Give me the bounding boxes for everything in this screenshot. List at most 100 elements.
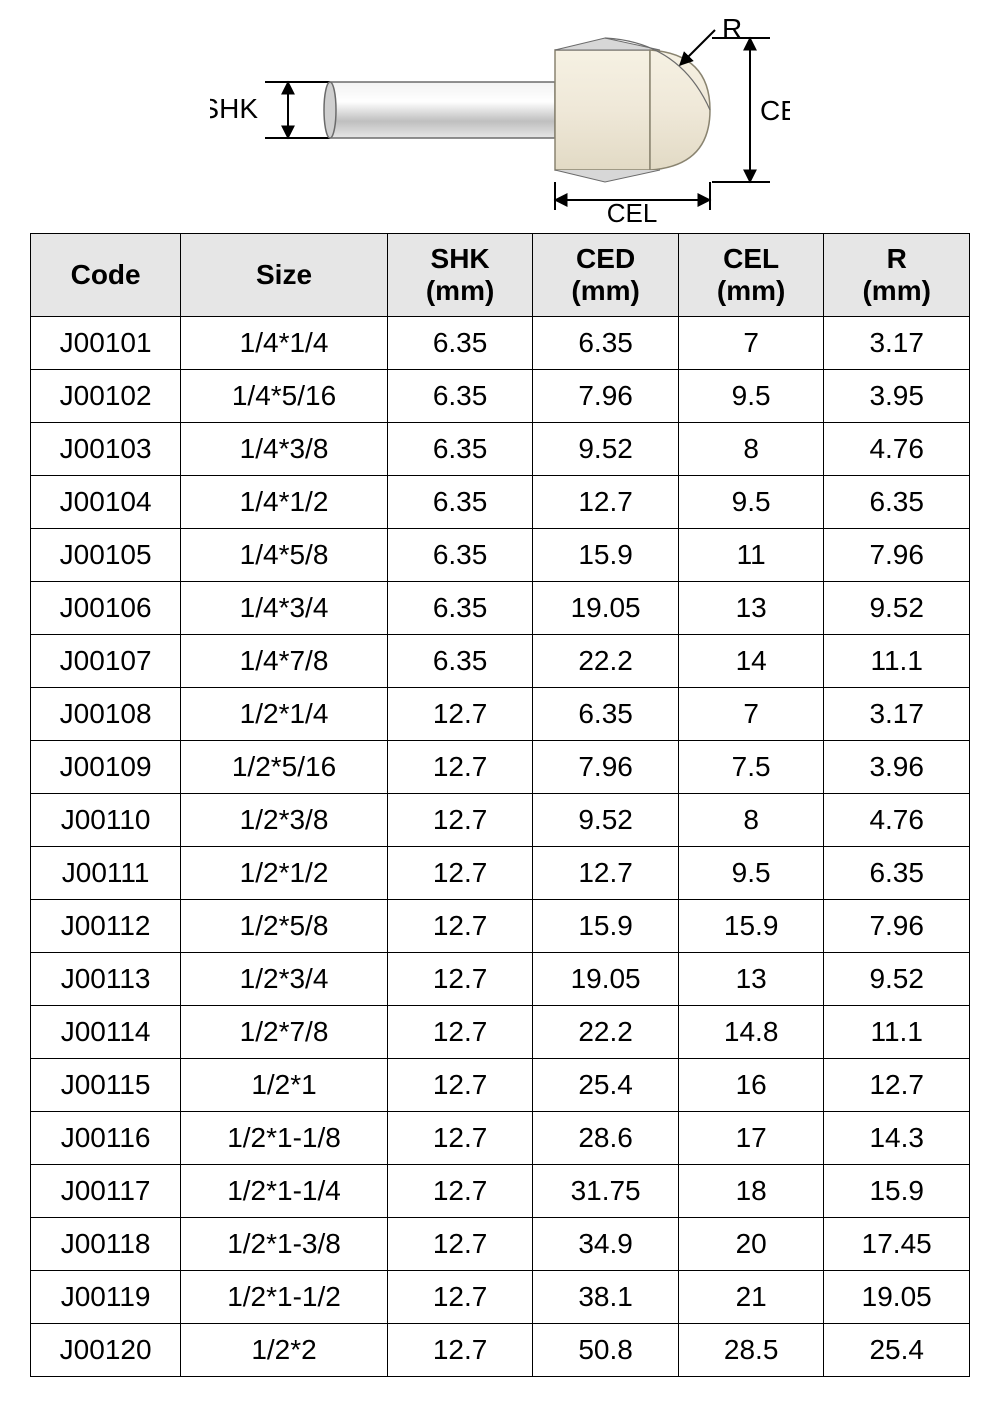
table-row: J001151/2*112.725.41612.7 bbox=[31, 1059, 970, 1112]
table-row: J001111/2*1/212.712.79.56.35 bbox=[31, 847, 970, 900]
cell: 15.9 bbox=[533, 529, 679, 582]
col-header-ced: CED(mm) bbox=[533, 234, 679, 317]
cell: 15.9 bbox=[533, 900, 679, 953]
cell: 12.7 bbox=[387, 847, 533, 900]
cell: 17 bbox=[678, 1112, 824, 1165]
cell: 4.76 bbox=[824, 423, 970, 476]
cell: 12.7 bbox=[387, 1324, 533, 1377]
shk-label: SHK bbox=[210, 93, 258, 124]
table-row: J001131/2*3/412.719.05139.52 bbox=[31, 953, 970, 1006]
cell: 12.7 bbox=[387, 741, 533, 794]
cell: 20 bbox=[678, 1218, 824, 1271]
cell: 12.7 bbox=[387, 1271, 533, 1324]
cell: J00118 bbox=[31, 1218, 181, 1271]
cell: J00104 bbox=[31, 476, 181, 529]
cell: 6.35 bbox=[387, 635, 533, 688]
table-row: J001201/2*212.750.828.525.4 bbox=[31, 1324, 970, 1377]
cell: 7.96 bbox=[824, 529, 970, 582]
cell: 19.05 bbox=[533, 582, 679, 635]
cell: 1/2*2 bbox=[181, 1324, 388, 1377]
cell: 16 bbox=[678, 1059, 824, 1112]
shk-dimension: SHK bbox=[210, 82, 330, 138]
cell: 4.76 bbox=[824, 794, 970, 847]
cell: 1/2*1-1/8 bbox=[181, 1112, 388, 1165]
cell: 12.7 bbox=[533, 476, 679, 529]
cell: 7 bbox=[678, 688, 824, 741]
cell: 1/4*1/2 bbox=[181, 476, 388, 529]
cell: 7 bbox=[678, 317, 824, 370]
cell: 8 bbox=[678, 794, 824, 847]
cell: 1/4*7/8 bbox=[181, 635, 388, 688]
cell: 6.35 bbox=[387, 476, 533, 529]
table-row: J001071/4*7/86.3522.21411.1 bbox=[31, 635, 970, 688]
cell: 14.3 bbox=[824, 1112, 970, 1165]
cell: 19.05 bbox=[824, 1271, 970, 1324]
col-unit: (mm) bbox=[392, 275, 529, 307]
cell: 9.5 bbox=[678, 847, 824, 900]
table-row: J001021/4*5/166.357.969.53.95 bbox=[31, 370, 970, 423]
cell: 34.9 bbox=[533, 1218, 679, 1271]
cell: J00117 bbox=[31, 1165, 181, 1218]
cell: J00112 bbox=[31, 900, 181, 953]
cell: 22.2 bbox=[533, 635, 679, 688]
cell: 12.7 bbox=[387, 1059, 533, 1112]
cell: J00101 bbox=[31, 317, 181, 370]
cell: 1/2*1-1/4 bbox=[181, 1165, 388, 1218]
col-header-code: Code bbox=[31, 234, 181, 317]
cell: 9.5 bbox=[678, 370, 824, 423]
col-label: R bbox=[887, 243, 907, 274]
col-header-shk: SHK(mm) bbox=[387, 234, 533, 317]
cell: 14.8 bbox=[678, 1006, 824, 1059]
cell: J00108 bbox=[31, 688, 181, 741]
cell: J00111 bbox=[31, 847, 181, 900]
cell: J00113 bbox=[31, 953, 181, 1006]
cell: 12.7 bbox=[824, 1059, 970, 1112]
cell: 12.7 bbox=[387, 688, 533, 741]
cell: 6.35 bbox=[387, 529, 533, 582]
cell: J00107 bbox=[31, 635, 181, 688]
table-row: J001141/2*7/812.722.214.811.1 bbox=[31, 1006, 970, 1059]
cell: 7.96 bbox=[824, 900, 970, 953]
cell: 6.35 bbox=[533, 317, 679, 370]
table-row: J001101/2*3/812.79.5284.76 bbox=[31, 794, 970, 847]
cell: 3.96 bbox=[824, 741, 970, 794]
cell: 9.5 bbox=[678, 476, 824, 529]
cell: 15.9 bbox=[678, 900, 824, 953]
cell: 14 bbox=[678, 635, 824, 688]
cell: 1/4*3/8 bbox=[181, 423, 388, 476]
cell: 28.5 bbox=[678, 1324, 824, 1377]
ced-dimension: CED bbox=[712, 38, 790, 182]
cell: 11.1 bbox=[824, 1006, 970, 1059]
col-label: Code bbox=[71, 259, 141, 290]
cell: 1/4*3/4 bbox=[181, 582, 388, 635]
col-label: CED bbox=[576, 243, 635, 274]
cell: 13 bbox=[678, 953, 824, 1006]
cell: 38.1 bbox=[533, 1271, 679, 1324]
cell: 6.35 bbox=[533, 688, 679, 741]
cell: 31.75 bbox=[533, 1165, 679, 1218]
col-header-cel: CEL(mm) bbox=[678, 234, 824, 317]
shank bbox=[324, 82, 555, 138]
cell: 9.52 bbox=[824, 953, 970, 1006]
cell: 21 bbox=[678, 1271, 824, 1324]
cell: 1/2*3/8 bbox=[181, 794, 388, 847]
table-row: J001091/2*5/1612.77.967.53.96 bbox=[31, 741, 970, 794]
cell: J00114 bbox=[31, 1006, 181, 1059]
cel-label: CEL bbox=[607, 198, 658, 225]
cell: 19.05 bbox=[533, 953, 679, 1006]
cell: J00119 bbox=[31, 1271, 181, 1324]
cell: 6.35 bbox=[387, 370, 533, 423]
table-row: J001121/2*5/812.715.915.97.96 bbox=[31, 900, 970, 953]
table-row: J001011/4*1/46.356.3573.17 bbox=[31, 317, 970, 370]
r-label: R bbox=[722, 13, 742, 44]
cell: 1/2*1-3/8 bbox=[181, 1218, 388, 1271]
cell: J00103 bbox=[31, 423, 181, 476]
col-label: SHK bbox=[431, 243, 490, 274]
cell: 1/2*1/2 bbox=[181, 847, 388, 900]
cell: J00115 bbox=[31, 1059, 181, 1112]
cell: 15.9 bbox=[824, 1165, 970, 1218]
cell: 3.95 bbox=[824, 370, 970, 423]
cell: 25.4 bbox=[824, 1324, 970, 1377]
cell: 6.35 bbox=[824, 476, 970, 529]
cell: 12.7 bbox=[533, 847, 679, 900]
